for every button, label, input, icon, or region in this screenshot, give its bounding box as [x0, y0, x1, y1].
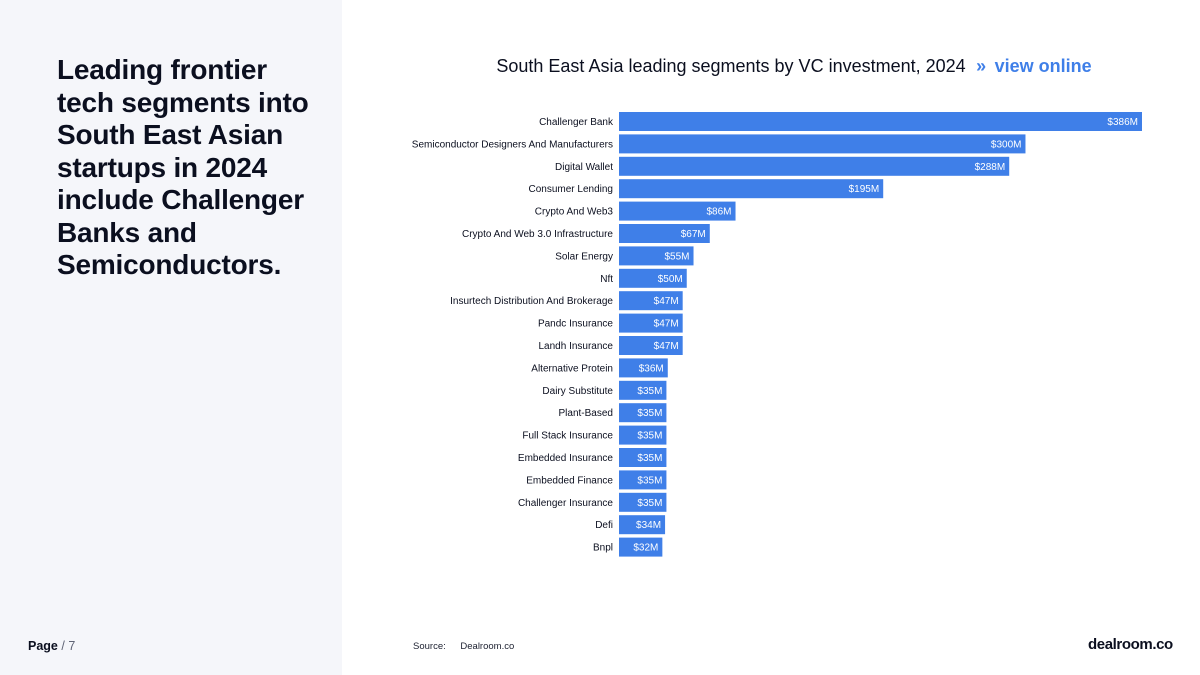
bar[interactable]: [619, 403, 667, 423]
category-label: Challenger Insurance: [518, 498, 613, 509]
value-label: $35M: [637, 408, 662, 419]
page-indicator: Page / 7: [28, 639, 75, 653]
headline: Leading frontier tech segments into Sout…: [57, 54, 309, 280]
bar[interactable]: [619, 515, 666, 535]
category-label: Solar Energy: [555, 251, 613, 262]
value-label: $288M: [975, 162, 1006, 173]
value-label: $47M: [654, 319, 679, 330]
value-label: $32M: [633, 543, 658, 554]
bar[interactable]: [619, 492, 667, 512]
category-label: Bnpl: [593, 543, 613, 554]
value-label: $55M: [665, 251, 690, 262]
bar[interactable]: [619, 358, 668, 378]
page-label: Page: [28, 639, 58, 653]
category-label: Embedded Finance: [526, 475, 613, 486]
category-label: Alternative Protein: [531, 363, 613, 374]
bar[interactable]: [619, 156, 1010, 176]
source-value: Dealroom.co: [460, 641, 515, 652]
value-label: $35M: [637, 453, 662, 464]
value-label: $86M: [707, 207, 732, 218]
left-panel: [0, 0, 342, 675]
value-label: $34M: [636, 520, 661, 531]
value-label: $35M: [637, 475, 662, 486]
category-label: Challenger Bank: [539, 117, 614, 128]
bar[interactable]: [619, 268, 687, 288]
bar[interactable]: [619, 291, 683, 311]
bar[interactable]: [619, 537, 663, 557]
category-label: Nft: [600, 274, 613, 285]
bar-chart: Challenger Bank $386M Semiconductor Design…: [412, 112, 1142, 557]
chart-title: South East Asia leading segments by VC i…: [496, 56, 966, 76]
category-label: Landh Insurance: [538, 341, 613, 352]
bar[interactable]: [619, 380, 667, 400]
dealroom-logo: dealroom.co: [1088, 636, 1173, 653]
bar[interactable]: [619, 425, 667, 445]
value-label: $195M: [849, 184, 880, 195]
bar[interactable]: [619, 134, 1026, 154]
value-label: $35M: [637, 431, 662, 442]
chart-header: South East Asia leading segments by VC i…: [400, 56, 1188, 77]
category-label: Full Stack Insurance: [522, 431, 613, 442]
category-label: Consumer Lending: [529, 184, 614, 195]
value-label: $47M: [654, 341, 679, 352]
value-label: $47M: [654, 296, 679, 307]
value-label: $386M: [1107, 117, 1138, 128]
bar[interactable]: [619, 201, 736, 221]
category-label: Defi: [595, 520, 613, 531]
category-label: Insurtech Distribution And Brokerage: [450, 296, 613, 307]
value-label: $35M: [637, 386, 662, 397]
source-note: Source: Dealroom.co: [413, 641, 514, 652]
bar[interactable]: [619, 336, 683, 355]
view-online-link[interactable]: view online: [994, 56, 1092, 76]
bar[interactable]: [619, 112, 1142, 131]
bar[interactable]: [619, 313, 683, 333]
page-number: 7: [68, 639, 76, 653]
value-label: $67M: [681, 229, 706, 240]
category-label: Embedded Insurance: [518, 453, 614, 464]
source-label: Source:: [413, 641, 446, 652]
value-label: $50M: [658, 274, 683, 285]
bar[interactable]: [619, 246, 694, 266]
bar[interactable]: [619, 224, 710, 243]
category-label: Crypto And Web 3.0 Infrastructure: [462, 229, 613, 240]
value-label: $35M: [637, 498, 662, 509]
category-label: Crypto And Web3: [535, 207, 614, 218]
category-label: Digital Wallet: [555, 162, 613, 173]
value-label: $300M: [991, 139, 1022, 150]
category-label: Plant-Based: [559, 408, 613, 419]
value-label: $36M: [639, 363, 664, 374]
bar[interactable]: [619, 179, 884, 199]
double-chevron-right-icon[interactable]: »: [976, 56, 987, 76]
category-label: Pandc Insurance: [538, 319, 613, 330]
page-separator: /: [61, 639, 65, 653]
category-label: Dairy Substitute: [542, 386, 613, 397]
category-label: Semiconductor Designers And Manufacturer…: [412, 139, 613, 150]
bar[interactable]: [619, 448, 667, 467]
bar[interactable]: [619, 470, 667, 490]
